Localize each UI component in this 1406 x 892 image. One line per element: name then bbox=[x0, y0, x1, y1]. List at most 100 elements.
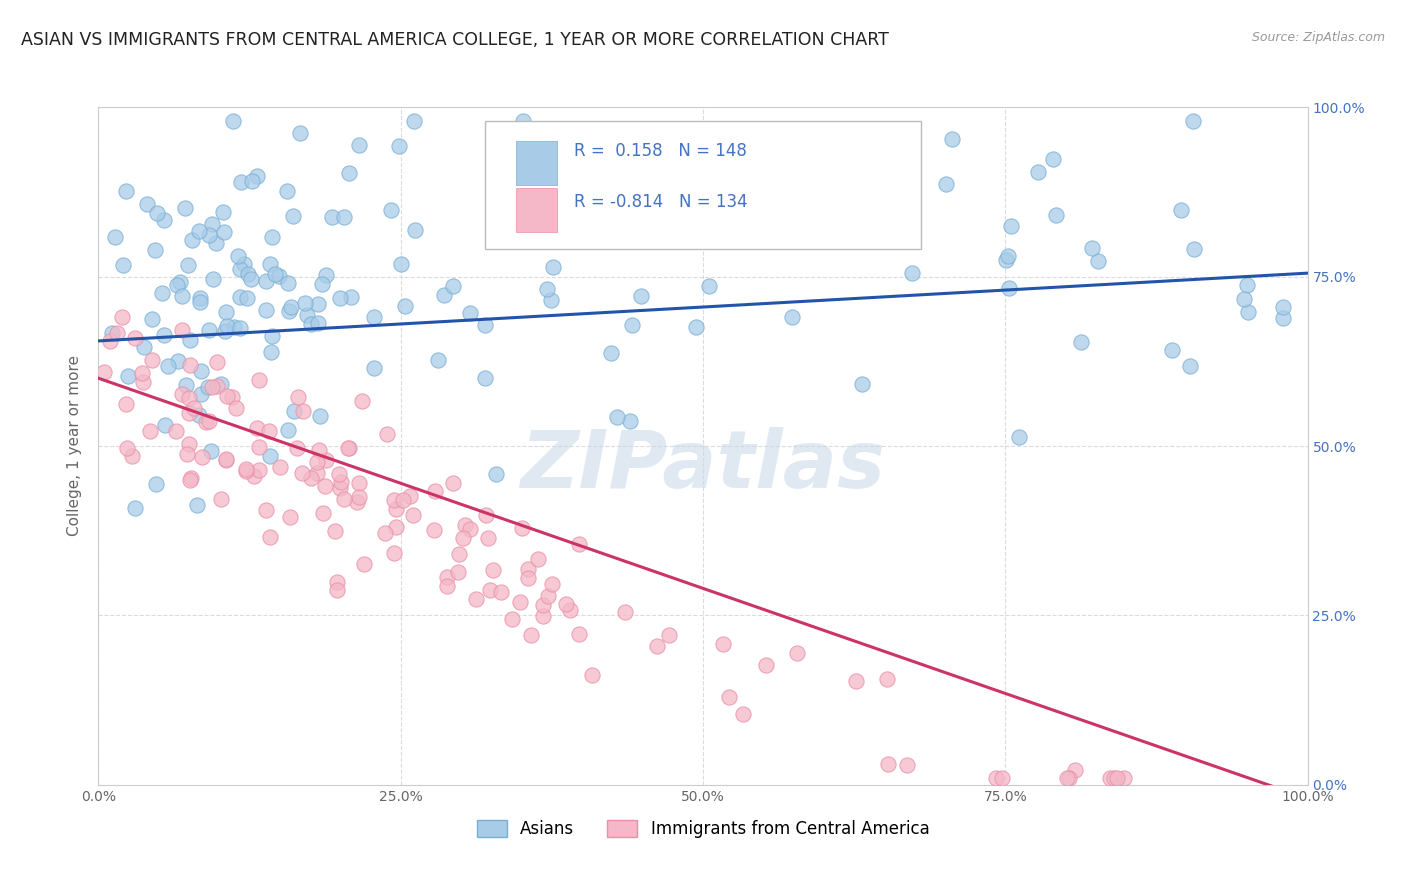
Point bbox=[188, 224, 211, 238]
Point bbox=[167, 354, 190, 368]
Point bbox=[619, 414, 641, 428]
Point bbox=[215, 453, 238, 467]
Point bbox=[179, 437, 201, 451]
Point bbox=[475, 508, 498, 522]
Point bbox=[278, 509, 301, 524]
Point bbox=[243, 468, 266, 483]
Point bbox=[1160, 343, 1182, 358]
Point bbox=[1272, 300, 1295, 314]
Point bbox=[179, 406, 201, 420]
Point bbox=[205, 379, 228, 393]
Point bbox=[309, 409, 332, 423]
Point bbox=[212, 225, 235, 239]
Point bbox=[382, 493, 405, 508]
Text: ZIPatlas: ZIPatlas bbox=[520, 427, 886, 506]
Point bbox=[845, 673, 868, 688]
Point bbox=[212, 205, 235, 219]
Point bbox=[276, 184, 298, 198]
Point bbox=[896, 758, 918, 772]
Point bbox=[240, 174, 263, 188]
Point bbox=[235, 462, 257, 476]
Point bbox=[1170, 202, 1192, 217]
Point bbox=[384, 520, 406, 534]
Point bbox=[1000, 219, 1022, 234]
Point bbox=[404, 223, 426, 237]
Point bbox=[98, 334, 121, 349]
Point bbox=[1107, 771, 1129, 785]
Point bbox=[614, 605, 637, 619]
Point bbox=[215, 451, 238, 466]
Point bbox=[325, 524, 347, 538]
Point bbox=[337, 166, 360, 180]
Point bbox=[1233, 293, 1256, 307]
Point bbox=[645, 639, 668, 653]
Point bbox=[229, 175, 252, 189]
Point bbox=[1236, 277, 1258, 292]
Point bbox=[876, 672, 898, 686]
Point bbox=[786, 646, 808, 660]
Point bbox=[451, 531, 474, 545]
Point bbox=[337, 442, 360, 456]
Point bbox=[233, 257, 256, 271]
Point bbox=[554, 597, 576, 611]
Point bbox=[755, 658, 778, 673]
Point bbox=[458, 522, 481, 536]
Point bbox=[1063, 764, 1085, 778]
Point bbox=[540, 577, 562, 591]
Point bbox=[115, 397, 138, 411]
Point bbox=[389, 257, 412, 271]
Point bbox=[254, 274, 277, 288]
Point bbox=[229, 262, 252, 277]
Point bbox=[179, 334, 201, 348]
Point bbox=[329, 291, 352, 305]
Point bbox=[531, 609, 554, 624]
Point bbox=[295, 308, 318, 322]
Point bbox=[197, 380, 219, 394]
Text: ASIAN VS IMMIGRANTS FROM CENTRAL AMERICA COLLEGE, 1 YEAR OR MORE CORRELATION CHA: ASIAN VS IMMIGRANTS FROM CENTRAL AMERICA… bbox=[21, 31, 889, 49]
Point bbox=[1026, 165, 1049, 179]
Point bbox=[1081, 241, 1104, 255]
Point bbox=[436, 569, 458, 583]
Point bbox=[247, 463, 270, 477]
Point bbox=[153, 213, 176, 227]
Point bbox=[153, 417, 176, 432]
Point bbox=[172, 323, 194, 337]
Point bbox=[941, 131, 963, 145]
Point bbox=[115, 185, 138, 199]
Point bbox=[312, 506, 335, 520]
Point bbox=[93, 365, 115, 379]
Point bbox=[236, 291, 259, 305]
Point bbox=[1098, 771, 1121, 785]
Point bbox=[214, 324, 236, 338]
Point bbox=[198, 414, 221, 428]
Point bbox=[877, 757, 900, 772]
Point bbox=[477, 531, 499, 545]
Point bbox=[209, 491, 232, 506]
Point bbox=[346, 495, 368, 509]
Point bbox=[287, 390, 309, 404]
Point bbox=[1102, 771, 1125, 785]
Point bbox=[733, 706, 755, 721]
Point bbox=[180, 234, 202, 248]
Point bbox=[115, 441, 138, 455]
Point bbox=[568, 537, 591, 551]
Point bbox=[132, 375, 155, 389]
Point bbox=[531, 598, 554, 612]
Point bbox=[307, 467, 329, 481]
Point bbox=[711, 637, 734, 651]
Point bbox=[340, 290, 363, 304]
Point bbox=[143, 244, 166, 258]
Point bbox=[321, 211, 343, 225]
Point bbox=[176, 446, 198, 460]
Point bbox=[291, 404, 314, 418]
Point bbox=[229, 320, 252, 334]
Point bbox=[600, 345, 623, 359]
Point bbox=[540, 293, 562, 308]
Point bbox=[201, 380, 224, 394]
Point bbox=[558, 603, 581, 617]
Point bbox=[1182, 113, 1205, 128]
FancyBboxPatch shape bbox=[485, 120, 921, 250]
Point bbox=[124, 331, 146, 345]
Point bbox=[388, 138, 411, 153]
Y-axis label: College, 1 year or more: College, 1 year or more bbox=[67, 356, 83, 536]
